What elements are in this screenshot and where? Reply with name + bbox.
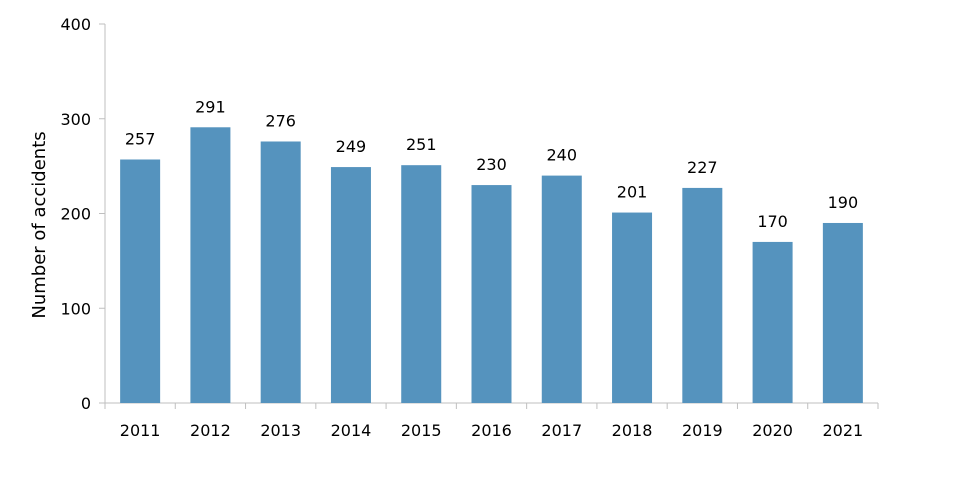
bar xyxy=(471,185,512,403)
data-label: 170 xyxy=(757,212,788,231)
x-tick-label: 2011 xyxy=(120,421,161,440)
data-label: 251 xyxy=(406,135,437,154)
x-tick-label: 2018 xyxy=(612,421,653,440)
bar xyxy=(822,222,863,403)
bar xyxy=(682,187,723,403)
bar xyxy=(260,141,301,404)
y-tick-label: 0 xyxy=(81,394,91,413)
y-axis-title: Number of accidents xyxy=(29,131,50,318)
data-label: 201 xyxy=(617,183,648,202)
data-label: 257 xyxy=(125,129,156,148)
bar xyxy=(752,241,793,403)
bar xyxy=(330,167,371,403)
x-tick-label: 2015 xyxy=(401,421,442,440)
bar xyxy=(120,159,161,403)
x-tick-label: 2013 xyxy=(260,421,301,440)
x-tick-label: 2017 xyxy=(541,421,582,440)
x-tick-label: 2012 xyxy=(190,421,231,440)
data-label: 190 xyxy=(828,193,859,212)
x-tick-label: 2020 xyxy=(752,421,793,440)
x-axis: 2011 2012 2013 2014 2015 2016 2017 2018 2019 2020… xyxy=(104,402,879,440)
data-label: 227 xyxy=(687,158,718,177)
data-label: 276 xyxy=(265,111,296,130)
bar xyxy=(401,165,442,403)
y-tick-label: 300 xyxy=(60,110,91,129)
x-tick-label: 2014 xyxy=(331,421,372,440)
data-label: 240 xyxy=(546,146,577,165)
y-tick-label: 100 xyxy=(60,299,91,318)
data-label: 249 xyxy=(336,137,367,156)
x-tick-label: 2019 xyxy=(682,421,723,440)
data-label: 230 xyxy=(476,155,507,174)
y-tick-label: 200 xyxy=(60,205,91,224)
data-labels: 257 291 276 249 251 230 240 201 227 170 190 xyxy=(125,97,858,231)
y-tick-label: 400 xyxy=(60,15,91,34)
data-label: 291 xyxy=(195,97,226,116)
y-axis: 0 100 200 300 400 xyxy=(60,15,106,413)
bar xyxy=(612,212,653,403)
bar xyxy=(190,127,231,403)
bar xyxy=(541,175,582,403)
x-tick-label: 2016 xyxy=(471,421,512,440)
bars xyxy=(120,127,863,404)
x-tick-label: 2021 xyxy=(823,421,864,440)
